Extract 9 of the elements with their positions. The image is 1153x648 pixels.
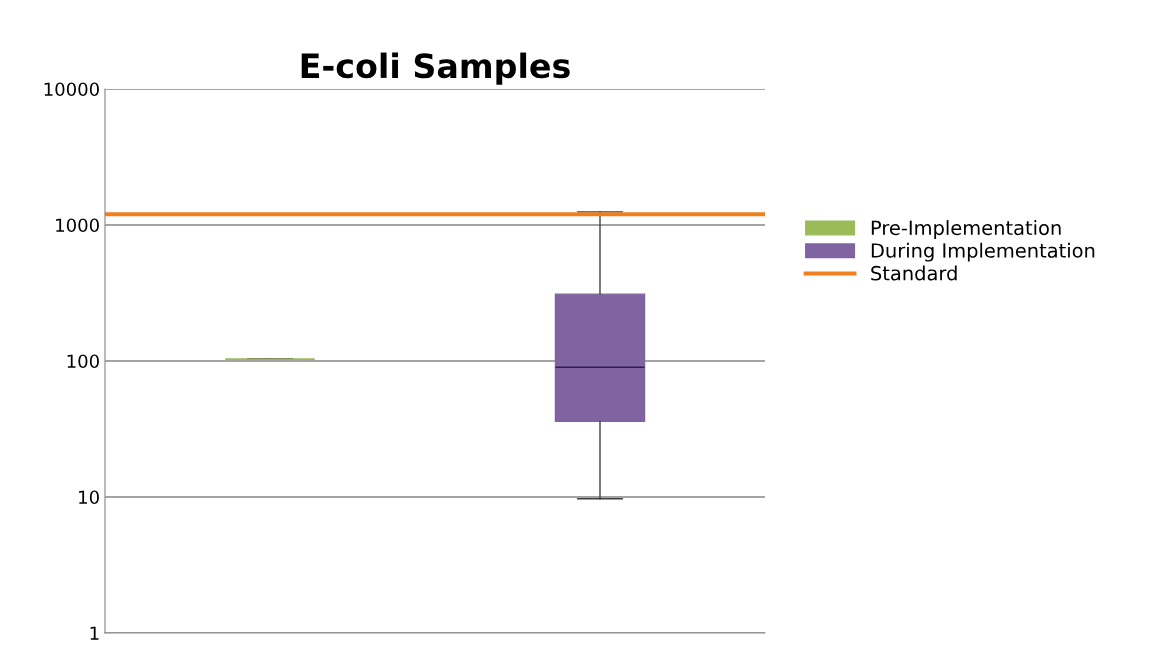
y-tick-label: 100 xyxy=(67,354,99,369)
y-tick-label: 10000 xyxy=(44,82,99,97)
legend-label: Pre-Implementation xyxy=(871,220,1061,239)
chart-title: E-coli Samples xyxy=(301,52,570,85)
y-tick-label: 1000 xyxy=(56,218,99,233)
legend-label: During Implementation xyxy=(871,242,1095,262)
legend-label: Standard xyxy=(871,265,957,281)
y-tick-label: 10 xyxy=(79,490,99,505)
y-tick-label: 1 xyxy=(90,626,99,640)
